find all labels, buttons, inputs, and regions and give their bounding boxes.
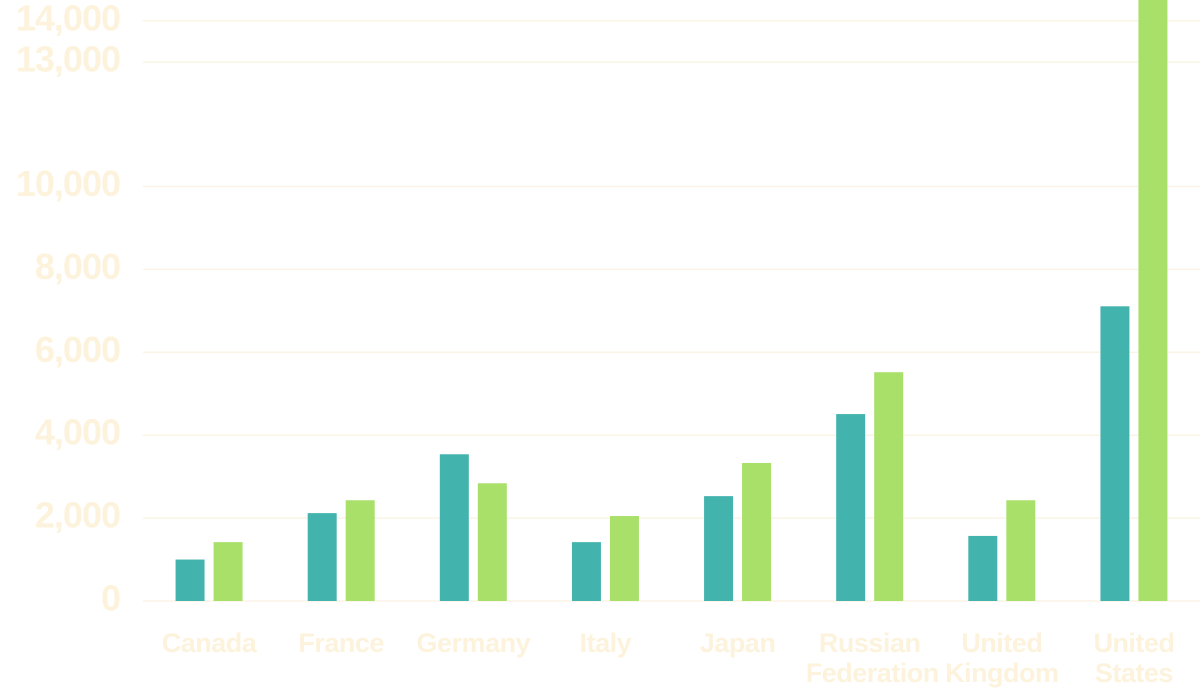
bar bbox=[345, 500, 375, 601]
bar bbox=[175, 559, 205, 601]
bar bbox=[477, 483, 507, 601]
bar bbox=[836, 414, 866, 601]
x-tick-label: Canada bbox=[161, 628, 257, 658]
x-tick-label: United Kingdom bbox=[945, 628, 1059, 688]
bar bbox=[874, 372, 904, 601]
bar bbox=[704, 496, 734, 601]
bar bbox=[1100, 306, 1130, 601]
x-tick-label: Italy bbox=[579, 628, 632, 658]
y-tick-label: 2,000 bbox=[35, 495, 120, 536]
bar bbox=[439, 454, 469, 601]
bar bbox=[1006, 500, 1036, 601]
y-tick-label: 6,000 bbox=[35, 329, 120, 370]
x-tick-label: Russian Federation bbox=[805, 628, 940, 688]
x-tick-label: United States bbox=[1093, 628, 1175, 688]
y-tick-label: 4,000 bbox=[35, 412, 120, 453]
y-tick-label: 0 bbox=[101, 578, 120, 619]
bar bbox=[609, 516, 639, 601]
bar bbox=[968, 535, 998, 601]
x-tick-label: Japan bbox=[699, 628, 776, 658]
bar bbox=[1138, 0, 1168, 601]
bar bbox=[213, 542, 243, 601]
x-tick-label: Germany bbox=[416, 628, 531, 658]
bar bbox=[742, 462, 772, 601]
x-tick-label: France bbox=[298, 628, 384, 658]
y-tick-label: 8,000 bbox=[35, 246, 120, 287]
y-tick-label: 10,000 bbox=[16, 163, 120, 204]
bar bbox=[571, 542, 601, 601]
y-tick-label: 14,000 bbox=[16, 0, 120, 38]
y-tick-label: 13,000 bbox=[16, 39, 120, 80]
bar bbox=[307, 513, 337, 601]
